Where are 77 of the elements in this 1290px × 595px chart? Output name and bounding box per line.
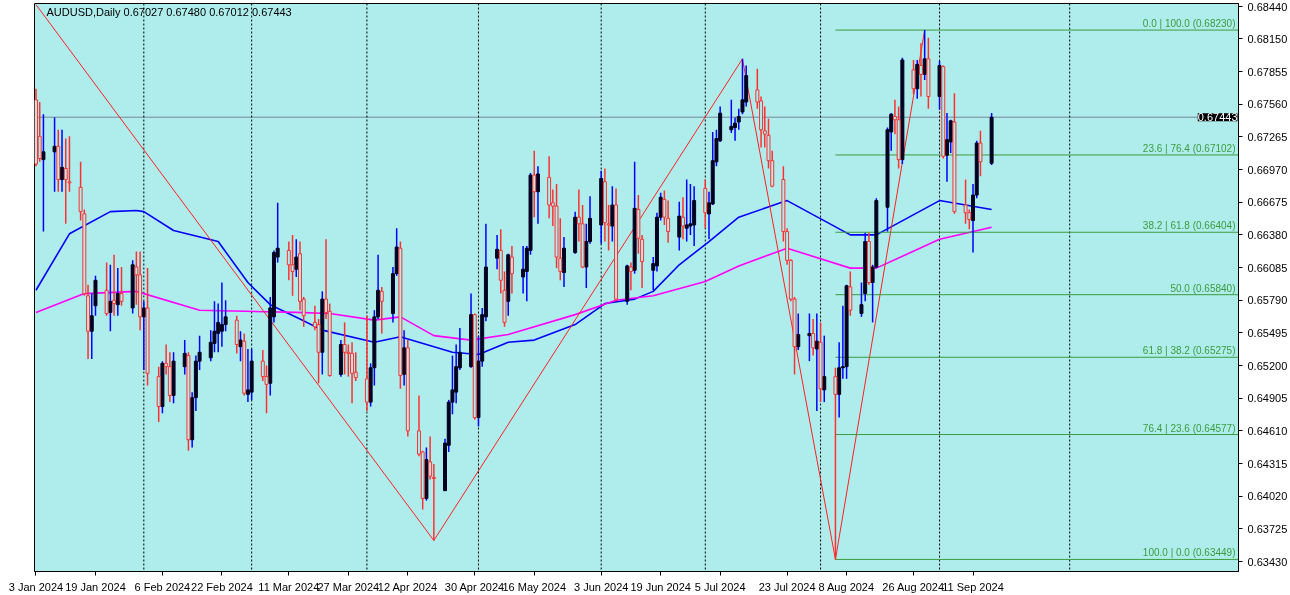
candlestick [610, 185, 615, 243]
candlestick [963, 178, 968, 225]
x-tick-label: 30 Apr 2024 [444, 580, 505, 593]
y-tick-label: 0.66380 [1247, 228, 1288, 241]
x-tick-label: 19 Jun 2024 [630, 580, 691, 593]
x-tick-label: 16 May 2024 [502, 580, 567, 593]
candlestick [364, 314, 369, 412]
candlestick [911, 59, 916, 96]
candlestick [219, 281, 224, 348]
y-tick-label: 0.65790 [1247, 294, 1288, 307]
y-tick-label: 0.65200 [1247, 359, 1288, 372]
y-tick-label: 0.65495 [1247, 326, 1288, 339]
annotation: 100.0 | 0.0 (0.63449) [1142, 547, 1236, 559]
annotation: 50.0 (0.65840) [1170, 282, 1236, 294]
chart-title: AUDUSD,Daily 0.67027 0.67480 0.67012 0.67443 [46, 5, 292, 18]
annotation: 61.8 | 38.2 (0.65275) [1142, 345, 1236, 357]
candlestick [535, 165, 540, 225]
candlestick [944, 112, 949, 183]
y-tick-label: 0.64905 [1247, 392, 1288, 405]
x-tick-label: 3 Jun 2024 [573, 580, 629, 593]
candlestick [833, 367, 838, 561]
x-tick-label: 19 Jan 2024 [65, 580, 126, 593]
x-tick-label: 5 Jul 2024 [694, 580, 746, 593]
y-tick-label: 0.67560 [1247, 98, 1288, 111]
x-tick-label: 11 Mar 2024 [258, 580, 320, 593]
candlestick [495, 234, 500, 270]
annotation: 23.6 | 76.4 (0.67102) [1142, 142, 1236, 154]
line-series [35, 226, 993, 341]
x-tick-label: 11 Sep 2024 [942, 580, 1004, 593]
candlestick [63, 137, 68, 225]
candlestick [978, 130, 983, 177]
candlestick [509, 245, 514, 295]
candlestick [104, 261, 109, 317]
candlestick [811, 318, 816, 357]
candlestick [52, 116, 57, 193]
candlestick [245, 348, 250, 403]
y-tick-label: 0.67855 [1247, 65, 1288, 78]
line-series [35, 4, 926, 560]
y-tick-label: 0.68440 [1247, 0, 1288, 13]
annotation: 76.4 | 23.6 (0.64577) [1142, 422, 1236, 434]
y-tick-label: 0.66970 [1247, 163, 1288, 176]
candlestick [680, 196, 685, 241]
x-tick-label: 23 Jul 2024 [758, 580, 816, 593]
candlestick [628, 261, 633, 292]
x-tick-label: 26 Aug 2024 [882, 580, 945, 593]
y-tick-label: 0.68150 [1247, 32, 1288, 45]
annotation: 38.2 | 61.8 (0.66404) [1142, 220, 1236, 232]
annotation: 0.0 | 100.0 (0.68230) [1142, 18, 1236, 30]
candlestick [37, 101, 42, 163]
candlestick [119, 266, 124, 307]
candlestick [848, 270, 853, 317]
x-tick-label: 22 Feb 2024 [191, 580, 253, 593]
candlestick [684, 178, 689, 243]
x-tick-label: 27 Mar 2024 [317, 580, 380, 593]
y-tick-label: 0.64315 [1247, 457, 1288, 470]
candlestick [41, 113, 46, 233]
x-tick-label: 12 Apr 2024 [377, 580, 438, 593]
y-tick-label: 0.64610 [1247, 424, 1288, 437]
x-tick-label: 8 Aug 2024 [818, 580, 875, 593]
candlestick [350, 341, 355, 404]
candlestick [677, 200, 682, 252]
y-tick-label: 0.63725 [1247, 522, 1288, 535]
y-tick-label: 0.67265 [1247, 130, 1288, 143]
x-tick-label: 3 Jan 2024 [8, 580, 64, 593]
x-tick-label: 6 Feb 2024 [134, 580, 191, 593]
y-tick-label: 0.64020 [1247, 490, 1288, 503]
candlestick [807, 312, 812, 362]
y-tick-label: 0.63430 [1247, 555, 1288, 568]
candlestick [294, 238, 299, 278]
ref-line-label: 0.67443 [1197, 111, 1238, 124]
candlestick [532, 150, 537, 218]
candlestick [60, 128, 64, 193]
y-tick-label: 0.66085 [1247, 261, 1288, 274]
candlestick [290, 234, 295, 297]
candlestick [379, 286, 384, 335]
y-tick-label: 0.66675 [1247, 196, 1288, 209]
candlestick [238, 330, 243, 362]
